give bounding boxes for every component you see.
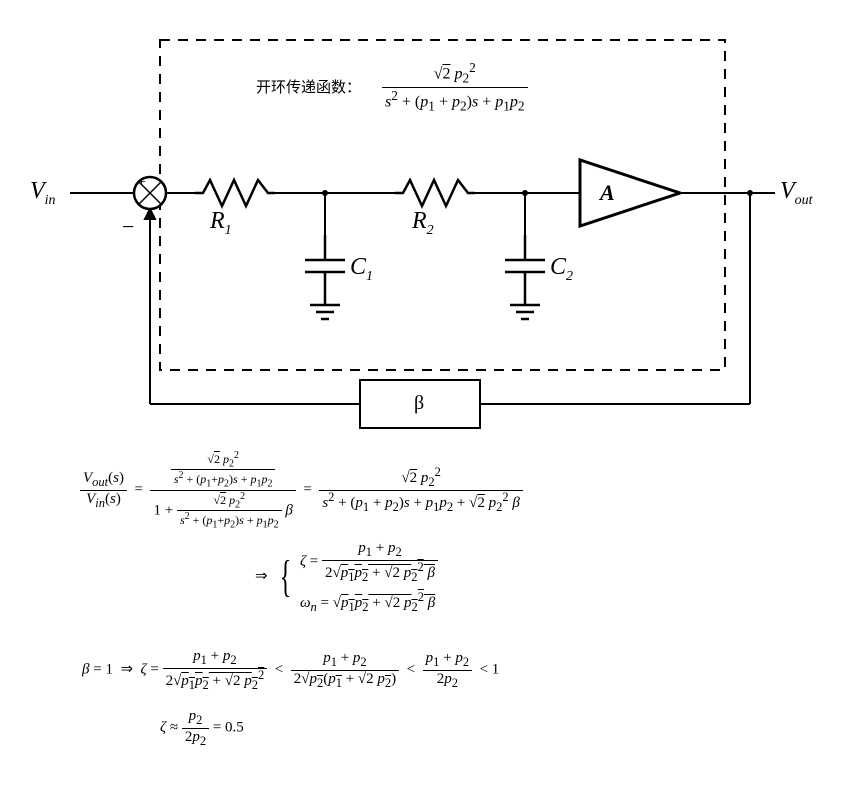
resistor-r1 (195, 180, 275, 206)
minus-label: − (122, 214, 134, 239)
open-loop-label: 开环传递函数： (256, 76, 361, 97)
open-loop-tf: √2 p22 s2 + (p1 + p2)s + p1p2 (382, 60, 528, 114)
svg-text:+: + (137, 174, 146, 191)
node-dot (322, 190, 328, 196)
capacitor-c2 (505, 235, 545, 319)
vin-label: Vin (30, 178, 56, 209)
beta-label: β (414, 392, 424, 415)
vout-label: Vout (780, 178, 813, 209)
capacitor-c1 (305, 235, 345, 319)
resistor-r2 (395, 180, 475, 206)
circuit-diagram: + − Vin Vout R1 R2 C1 (20, 20, 830, 765)
c2-label: C2 (550, 254, 573, 285)
zeta-omega-system: ⇒ { ζ = p1 + p2 2√p1p2 + √2 p22 β ωn = √… (255, 540, 438, 614)
beta-1-inequality: β = 1 ⇒ ζ = p1 + p2 2√p1p2 + √2 p22 < p1… (82, 648, 499, 693)
node-dot (747, 190, 753, 196)
r2-label: R2 (412, 208, 434, 239)
c1-label: C1 (350, 254, 373, 285)
r1-label: R1 (210, 208, 232, 239)
zeta-approx: ζ ≈ p2 2p2 = 0.5 (160, 708, 244, 749)
node-dot (522, 190, 528, 196)
amplifier (580, 160, 680, 226)
summing-junction: + (134, 174, 166, 209)
closed-loop-equation: Vout(s) Vin(s) = √2 p22 s2 + (p1+p2)s + … (80, 450, 523, 531)
amp-label: A (600, 180, 615, 206)
